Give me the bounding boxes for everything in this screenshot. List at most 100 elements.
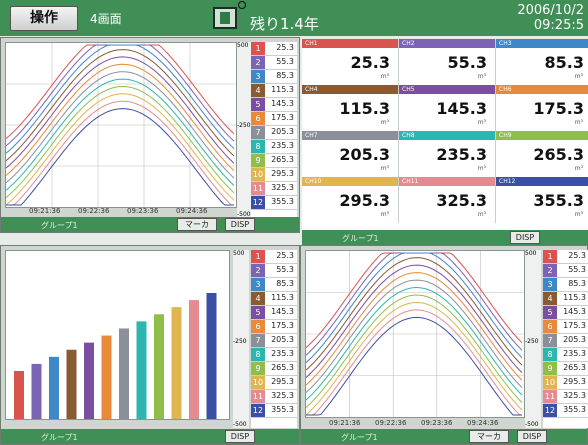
time-tick: 09:23:36 [421,419,453,427]
channel-row: 2 55.3 [251,264,297,278]
channel-row: 10 295.3 [251,376,297,390]
bar-10 [171,307,182,419]
scale-top: 500 [237,42,249,49]
channel-value: 115.3 [563,293,586,302]
channel-value: 205.3 [271,335,294,344]
channel-row: 4 115.3 [251,292,297,306]
series-line-4 [6,49,235,162]
channel-row: 2 55.3 [543,264,588,278]
series-line-7 [306,279,523,393]
channel-value: 85.3 [568,279,586,288]
channel-row: 2 55.3 [251,56,297,70]
digital-cell: CH9 265.3 m³ [496,131,588,177]
channel-value: 85.3 [276,71,294,80]
channel-tag: CH9 [496,131,588,140]
channel-row: 8 235.3 [251,140,297,154]
bar-3 [49,356,59,419]
channel-row: 7 205.3 [251,126,297,140]
scale-mid: -250 [237,122,251,129]
time-tick: 09:24:36 [176,207,208,215]
channel-big-value: 175.3 [533,99,584,118]
channel-tag: CH4 [302,85,398,94]
channel-number: 9 [251,154,265,167]
bar-2 [31,363,42,419]
series-line-1 [306,252,523,349]
channel-value: 295.3 [271,377,294,386]
channel-tag: CH7 [302,131,398,140]
scale-mid: -250 [525,338,539,345]
time-axis: 09:21:36 09:22:36 09:23:36 09:24:36 [1,207,237,217]
bargraph-pane: 500 -250 -500 1 25.3 2 55.3 3 85.3 4 115.3 5 145.… [0,245,300,445]
channel-tag: CH8 [399,131,495,140]
channel-number: 5 [251,306,265,319]
channel-tag: CH6 [496,85,588,94]
scale-top: 500 [233,250,245,257]
channel-number: 6 [251,112,265,125]
series-line-9 [306,294,523,408]
channel-number: 12 [251,404,265,417]
series-line-9 [6,85,235,198]
time-tick: 09:21:36 [29,207,61,215]
scale-bottom: -500 [525,421,539,428]
disp-button[interactable]: DISP [225,430,255,443]
channel-big-value: 355.3 [533,191,584,210]
channel-value: 235.3 [563,349,586,358]
channel-row: 1 25.3 [251,250,297,264]
channel-row: 12 355.3 [251,404,297,418]
series-line-4 [306,257,523,371]
channel-big-value: 25.3 [350,53,390,72]
bar-7 [119,328,129,419]
channel-number: 1 [543,250,557,263]
series-line-3 [6,44,235,154]
channel-number: 11 [251,390,265,403]
channel-value: 25.3 [568,251,586,260]
remaining-time: 残り1.4年 [250,15,319,33]
scale-bottom: -500 [237,211,251,218]
channel-row: 10 295.3 [543,376,588,390]
marker-button[interactable]: マーカ [469,430,509,443]
digital-cell: CH4 115.3 m³ [302,85,399,131]
channel-value: 175.3 [563,321,586,330]
channel-value: 175.3 [271,321,294,330]
group-label: グループ1 [341,433,378,442]
digital-cell: CH6 175.3 m³ [496,85,588,131]
bar-plot [5,250,230,420]
bar-4 [66,349,77,419]
channel-number: 10 [251,168,265,181]
channel-unit: m³ [477,73,486,80]
pane-footer: グループ1 DISP [1,429,299,444]
channel-row: 7 205.3 [543,334,588,348]
series-line-7 [6,71,235,184]
series-line-6 [6,63,235,176]
channel-row: 4 115.3 [543,292,588,306]
top-bar: 操作 4画面 残り1.4年 2006/10/2 09:25:5 [0,0,588,36]
scale-bar: 500 -250 -500 [525,250,541,428]
channel-big-value: 235.3 [436,145,487,164]
channel-number: 6 [251,320,265,333]
disp-button[interactable]: DISP [510,231,540,244]
channel-unit: m³ [574,165,583,172]
series-line-5 [306,264,523,378]
channel-row: 11 325.3 [251,390,297,404]
series-line-11 [6,100,235,206]
channel-big-value: 145.3 [436,99,487,118]
channel-row: 1 25.3 [543,250,588,264]
channel-number: 3 [543,278,557,291]
disp-button[interactable]: DISP [517,430,547,443]
channel-tag: CH1 [302,39,398,48]
disp-button[interactable]: DISP [225,218,255,231]
group-label: グループ1 [41,433,78,442]
marker-button[interactable]: マーカ [177,218,217,231]
series-line-10 [6,93,235,206]
channel-row: 4 115.3 [251,84,297,98]
screen-mode-label: 4画面 [90,12,122,26]
channel-number: 8 [543,348,557,361]
group-label: グループ1 [41,221,78,230]
series-line-8 [306,286,523,401]
channel-number: 11 [251,182,265,195]
series-line-12 [6,108,234,206]
channel-number: 2 [251,264,265,277]
channel-tag: CH12 [496,177,588,186]
operation-button[interactable]: 操作 [10,6,78,31]
channel-number: 4 [251,84,265,97]
